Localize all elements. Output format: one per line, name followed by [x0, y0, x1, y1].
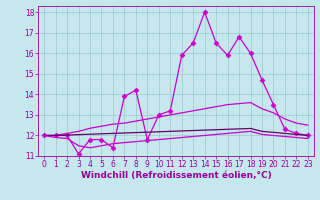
X-axis label: Windchill (Refroidissement éolien,°C): Windchill (Refroidissement éolien,°C)	[81, 171, 271, 180]
